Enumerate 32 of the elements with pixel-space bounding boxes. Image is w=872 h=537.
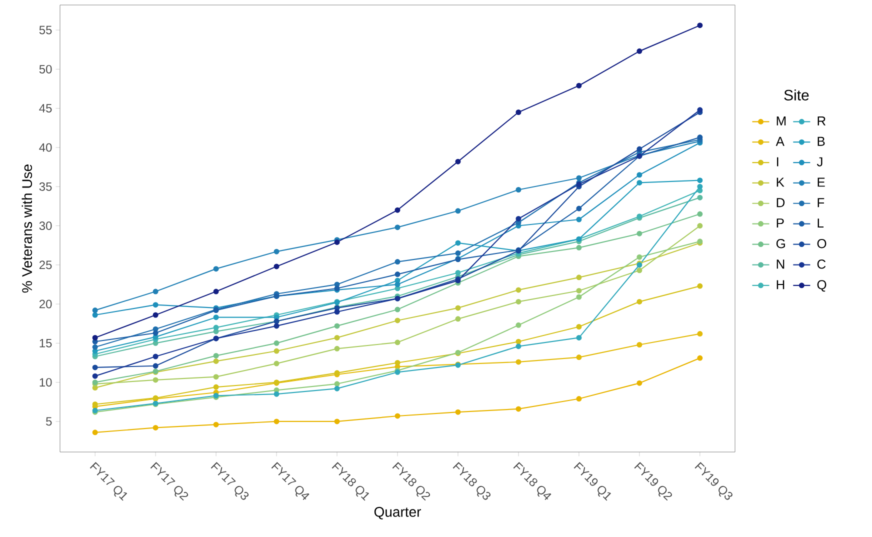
- legend-label: D: [776, 198, 785, 208]
- legend-label: E: [818, 178, 825, 187]
- legend-label: P: [776, 218, 784, 228]
- y-tick-label: 25: [39, 260, 52, 270]
- legend-label: I: [777, 157, 778, 166]
- legend-label: C: [817, 260, 826, 269]
- legend-title: Site: [784, 89, 809, 100]
- legend-label: M: [776, 116, 786, 126]
- x-axis-title: Quarter: [374, 506, 422, 520]
- y-tick-label: 40: [39, 143, 52, 152]
- legend-label: L: [818, 218, 824, 228]
- legend-label: F: [818, 198, 824, 208]
- legend-label: N: [776, 260, 784, 269]
- legend-label: B: [818, 136, 825, 146]
- y-tick-label: 10: [40, 378, 52, 387]
- legend-label: O: [817, 239, 826, 248]
- y-tick-label: 35: [39, 182, 52, 191]
- y-tick-label: 20: [39, 300, 52, 308]
- y-tick-label: 50: [39, 64, 52, 74]
- y-tick-label: 5: [46, 417, 52, 426]
- y-axis-title: % Veterans with Use: [22, 164, 32, 293]
- legend-label: G: [776, 239, 785, 248]
- y-tick-label: 55: [39, 26, 52, 34]
- y-tick-label: 30: [39, 222, 52, 230]
- legend-label: A: [776, 136, 784, 146]
- legend-label: H: [776, 280, 784, 290]
- legend-label: Q: [817, 280, 826, 292]
- y-tick-label: 45: [39, 104, 52, 113]
- legend-label: J: [816, 157, 822, 166]
- legend-label: R: [818, 116, 826, 126]
- y-tick-label: 15: [40, 339, 52, 348]
- legend-label: K: [776, 178, 784, 187]
